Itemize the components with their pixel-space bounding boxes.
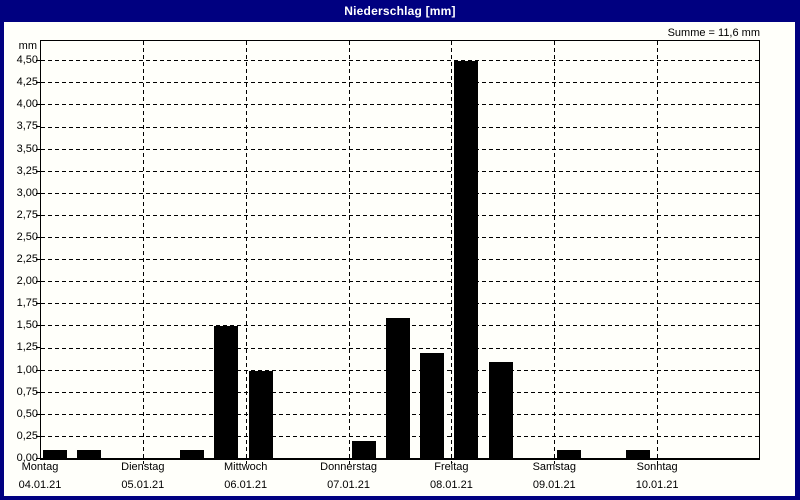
precipitation-bar [454, 61, 479, 458]
y-tick [36, 303, 40, 304]
y-tick [36, 126, 40, 127]
h-gridline [41, 148, 759, 150]
y-tick-label: 3,75 [16, 120, 38, 132]
y-tick [36, 370, 40, 371]
y-tick-label: 0,00 [16, 452, 38, 464]
x-day-label: Sonntag [636, 461, 678, 473]
h-gridline [41, 170, 759, 172]
chart-panel: Summe = 11,6 mm mm 0,00 0,25 0,50 0,75 1,00 1… [4, 22, 795, 496]
h-gridline [41, 281, 759, 283]
precipitation-bar [43, 450, 67, 458]
v-gridline [349, 41, 350, 464]
x-day-label: Mittwoch [224, 461, 268, 473]
y-tick [36, 281, 40, 282]
titlebar[interactable]: Niederschlag [mm] [0, 0, 800, 22]
precipitation-bar [180, 450, 205, 458]
y-tick-label: 1,25 [16, 341, 38, 353]
x-date-label: 07.01.21 [327, 479, 370, 491]
y-tick-label: 3,00 [16, 187, 38, 199]
v-gridline [554, 41, 555, 464]
y-tick [36, 215, 40, 216]
v-gridline [451, 41, 452, 464]
y-tick-label: 0,75 [16, 386, 38, 398]
x-day-label: Donnerstag [320, 461, 377, 473]
v-gridline [246, 41, 247, 464]
precipitation-bar [557, 450, 582, 458]
precipitation-bar [385, 318, 410, 458]
v-gridline [143, 41, 144, 464]
precipitation-bar [488, 362, 513, 458]
x-date-label: 05.01.21 [121, 479, 165, 491]
y-tick-label: 2,00 [16, 275, 38, 287]
x-date-label: 08.01.21 [430, 479, 473, 491]
x-day-label: Freitag [434, 461, 469, 473]
y-tick-label: 0,25 [16, 430, 38, 442]
y-tick [36, 325, 40, 326]
y-tick-label: 2,75 [16, 209, 38, 221]
y-tick-label: 1,00 [16, 364, 38, 376]
y-tick-label: 0,50 [16, 408, 38, 420]
y-tick-label: 2,50 [16, 231, 38, 243]
h-gridline [41, 60, 759, 62]
precipitation-bar [214, 326, 239, 458]
y-tick [36, 171, 40, 172]
y-tick [36, 193, 40, 194]
x-day-label: Montag [21, 461, 59, 473]
y-tick [36, 82, 40, 83]
x-day-label: Samstag [532, 461, 576, 473]
precipitation-bar [625, 450, 650, 458]
y-tick-label: 1,50 [16, 319, 38, 331]
h-gridline [41, 126, 759, 128]
y-tick-label: 4,00 [16, 98, 38, 110]
x-date-label: 09.01.21 [532, 479, 576, 491]
y-tick-label: 3,50 [16, 143, 38, 155]
y-tick [36, 347, 40, 348]
precipitation-bar [248, 371, 273, 458]
precipitation-bar [420, 353, 445, 458]
y-tick [36, 60, 40, 61]
h-gridline [41, 237, 759, 238]
h-gridline [41, 104, 759, 106]
h-gridline [41, 214, 759, 216]
y-tick-label: 1,75 [16, 297, 38, 309]
h-gridline [41, 259, 759, 261]
y-tick-label: 4,50 [16, 54, 38, 66]
y-tick [36, 149, 40, 150]
precipitation-bar [77, 450, 102, 458]
y-tick [36, 458, 40, 459]
y-tick [36, 259, 40, 260]
window-title: Niederschlag [mm] [344, 4, 456, 18]
x-date-label: 04.01.21 [18, 479, 62, 491]
h-gridline [41, 82, 759, 84]
plot-area [40, 40, 760, 464]
sum-label: Summe = 11,6 mm [667, 27, 760, 39]
h-gridline [41, 303, 759, 305]
y-tick [36, 237, 40, 238]
y-tick [36, 392, 40, 393]
x-date-label: 06.01.21 [224, 479, 268, 491]
y-tick [36, 104, 40, 105]
precipitation-bar [351, 441, 376, 458]
x-date-label: 10.01.21 [635, 479, 679, 491]
y-tick [36, 414, 40, 415]
v-gridline [657, 41, 658, 464]
y-tick-label: 2,25 [16, 253, 38, 265]
y-tick-label: 4,25 [16, 76, 38, 88]
h-gridline [41, 192, 759, 194]
y-tick-label: 3,25 [16, 165, 38, 177]
y-tick [36, 436, 40, 437]
y-axis-unit-label: mm [18, 40, 37, 52]
x-day-label: Dienstag [121, 461, 165, 473]
